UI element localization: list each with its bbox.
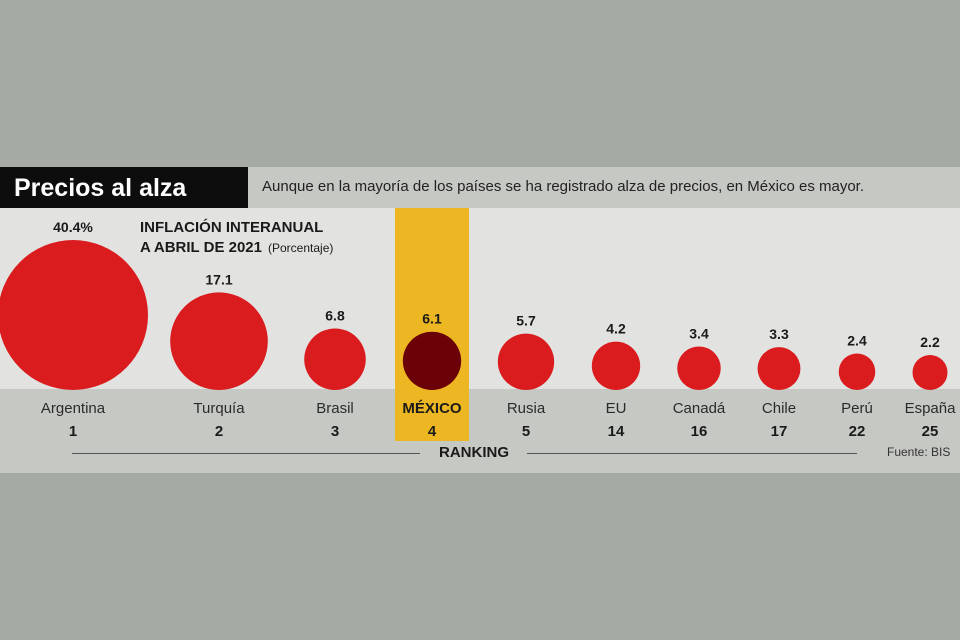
country-label-rusia: Rusia	[507, 400, 546, 417]
bubble-turquia	[170, 292, 268, 390]
rank-label-peru: 22	[849, 423, 866, 440]
value-label-turquia: 17.1	[205, 271, 232, 287]
title-box: Precios al alza	[0, 167, 248, 208]
plot-band	[0, 208, 960, 389]
metric-title-line2-text: A ABRIL DE 2021	[140, 239, 262, 256]
bubble-mexico	[402, 331, 462, 390]
country-label-eu: EU	[606, 400, 627, 417]
rank-label-mexico: 4	[428, 423, 437, 440]
bubble-eu	[591, 341, 641, 390]
ranking-line-right	[527, 453, 857, 454]
value-label-eu: 4.2	[606, 321, 626, 337]
infographic: Precios al alza Aunque en la mayoría de …	[0, 167, 960, 473]
bubble-rusia	[497, 333, 555, 390]
metric-unit: (Porcentaje)	[268, 241, 334, 255]
rank-label-rusia: 5	[522, 423, 530, 440]
country-label-turquia: Turquía	[193, 400, 245, 417]
chart-subtitle: Aunque en la mayoría de los países se ha…	[262, 178, 864, 195]
bubble-canada	[677, 346, 721, 390]
metric-title-line2: A ABRIL DE 2021 (Porcentaje)	[140, 238, 333, 258]
rank-label-canada: 16	[691, 423, 708, 440]
country-label-chile: Chile	[762, 400, 796, 417]
bubble-espana	[912, 354, 948, 390]
bubble-brasil	[304, 328, 366, 390]
value-label-mexico: 6.1	[422, 311, 442, 327]
value-label-espana: 2.2	[920, 334, 940, 350]
country-label-mexico: MÉXICO	[402, 400, 462, 417]
value-label-brasil: 6.8	[325, 307, 345, 323]
country-label-argentina: Argentina	[41, 400, 106, 417]
country-label-espana: España	[905, 400, 957, 417]
country-label-brasil: Brasil	[316, 400, 354, 417]
bubble-chart: 40.4% Argentina 1 17.1 Turquía 2 6.8 Brasil 3 6.1…	[0, 219, 957, 440]
rank-label-argentina: 1	[69, 423, 77, 440]
value-label-argentina: 40.4%	[53, 219, 93, 235]
ranking-label: RANKING	[439, 444, 509, 461]
value-label-canada: 3.4	[689, 325, 709, 341]
ranking-line-left	[72, 453, 420, 454]
source-note: Fuente: BIS	[887, 445, 951, 459]
chart-title: Precios al alza	[14, 174, 187, 202]
bubble-chile	[757, 347, 801, 390]
metric-title-line1: INFLACIÓN INTERANUAL	[140, 219, 324, 236]
country-label-canada: Canadá	[673, 400, 726, 417]
value-label-rusia: 5.7	[516, 313, 536, 329]
highlight-column-mexico	[395, 208, 469, 441]
metric-title: INFLACIÓN INTERANUAL A ABRIL DE 2021 (Por…	[140, 218, 333, 258]
value-label-chile: 3.3	[769, 326, 789, 342]
rank-label-brasil: 3	[331, 423, 339, 440]
rank-label-eu: 14	[608, 423, 625, 440]
bubble-argentina	[0, 240, 148, 390]
rank-label-chile: 17	[771, 423, 788, 440]
bubble-peru	[838, 353, 876, 390]
country-label-peru: Perú	[841, 400, 873, 417]
rank-label-espana: 25	[922, 423, 939, 440]
value-label-peru: 2.4	[847, 332, 867, 348]
rank-label-turquia: 2	[215, 423, 223, 440]
